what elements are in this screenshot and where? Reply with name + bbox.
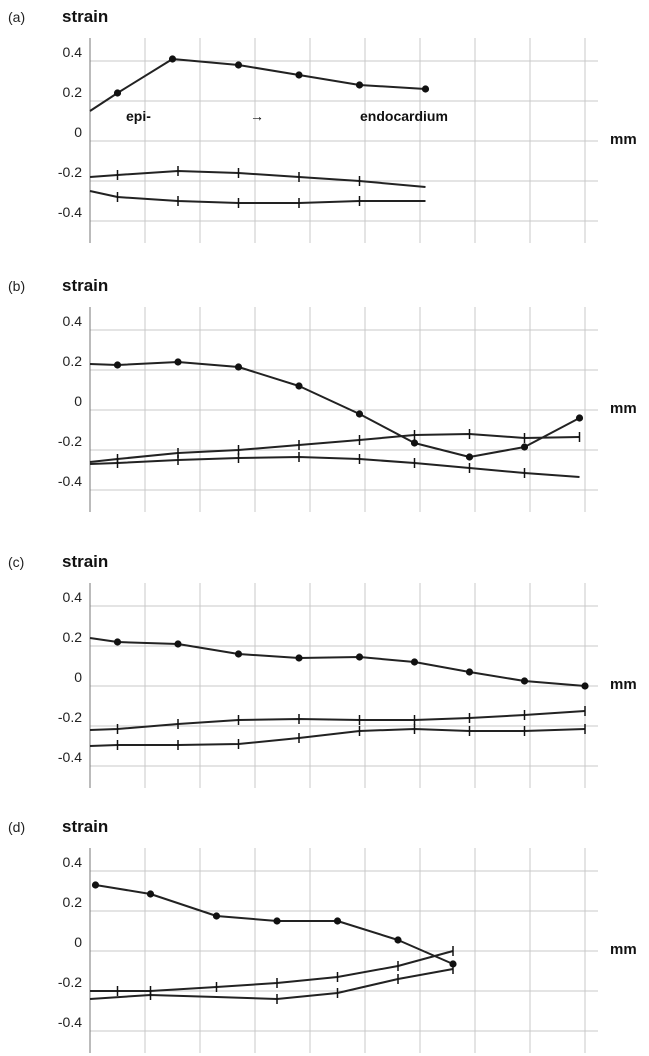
y-tick-label: 0.4 <box>63 44 83 60</box>
data-point <box>113 638 122 646</box>
data-point <box>394 936 402 944</box>
series-line-3 <box>89 728 586 747</box>
data-point <box>333 917 342 925</box>
panel-label: (d) <box>8 819 25 835</box>
series-line-3 <box>89 456 580 478</box>
data-point <box>113 89 122 97</box>
x-axis-label: mm <box>610 676 637 693</box>
data-point <box>91 881 100 889</box>
y-tick-label: -0.4 <box>58 749 82 765</box>
series-line-2 <box>89 710 586 731</box>
data-point <box>355 653 364 661</box>
y-tick-label: 0.4 <box>63 854 83 870</box>
x-axis-label: mm <box>610 400 637 417</box>
annotation: → <box>250 108 264 124</box>
y-tick-label: 0.4 <box>63 313 83 329</box>
data-point <box>355 81 364 89</box>
series-line-1 <box>89 361 580 458</box>
data-point <box>421 85 430 93</box>
series-line-2 <box>89 433 580 463</box>
data-point <box>295 654 303 662</box>
y-tick-label: 0.2 <box>63 894 83 910</box>
panel-label: (a) <box>8 9 25 25</box>
annotation: epi- <box>126 108 151 124</box>
data-point <box>174 640 182 648</box>
data-point <box>581 682 589 690</box>
y-tick-label: -0.2 <box>58 974 82 990</box>
y-tick-label: 0 <box>74 393 82 409</box>
y-tick-label: 0 <box>74 934 82 950</box>
y-tick-label: 0.4 <box>63 589 83 605</box>
chart-title: strain <box>62 552 108 571</box>
chart-title: strain <box>62 7 108 26</box>
series-line-1 <box>89 637 586 687</box>
panel-label: (b) <box>8 278 25 294</box>
y-tick-label: -0.4 <box>58 204 82 220</box>
data-point <box>355 410 364 418</box>
panel-b: (b) strain 0.4 0.2 0 -0.2 -0.4 mm <box>8 276 637 512</box>
y-tick-label: 0 <box>74 124 82 140</box>
panel-c: (c) strain 0.4 0.2 0 -0.2 -0.4 mm <box>8 552 637 788</box>
data-point <box>410 658 419 666</box>
y-tick-label: -0.4 <box>58 473 82 489</box>
y-tick-label: 0.2 <box>63 353 83 369</box>
data-point <box>575 414 584 422</box>
data-point <box>234 61 243 69</box>
y-tick-label: 0.2 <box>63 629 83 645</box>
data-point <box>168 55 177 63</box>
y-tick-label: -0.2 <box>58 433 82 449</box>
y-tick-label: 0.2 <box>63 84 83 100</box>
chart-title: strain <box>62 817 108 836</box>
data-point <box>212 912 221 920</box>
series-line-3 <box>89 190 426 204</box>
data-point <box>295 382 303 390</box>
data-point <box>273 917 281 925</box>
data-point <box>113 361 122 369</box>
annotation: endocardium <box>360 108 448 124</box>
data-point <box>234 363 243 371</box>
chart-title: strain <box>62 276 108 295</box>
data-point <box>146 890 155 898</box>
data-point <box>520 443 529 451</box>
panel-label: (c) <box>8 554 24 570</box>
y-tick-label: -0.4 <box>58 1014 82 1030</box>
data-point <box>295 71 303 79</box>
data-point <box>465 668 474 676</box>
data-point <box>520 677 529 685</box>
series-line-2 <box>89 170 426 188</box>
panel-a: (a) strain 0.4 0.2 0 -0.2 -0.4 mm epi- → endocardi… <box>8 7 637 243</box>
data-point <box>174 358 182 366</box>
panel-d: (d) strain 0.4 0.2 0 -0.2 -0.4 mm <box>8 817 637 1053</box>
y-tick-label: -0.2 <box>58 164 82 180</box>
x-axis-label: mm <box>610 131 637 148</box>
data-point <box>234 650 243 658</box>
y-tick-label: -0.2 <box>58 709 82 725</box>
data-point <box>410 439 419 447</box>
data-point <box>465 453 474 461</box>
series-line-1 <box>89 58 426 112</box>
series-line-2 <box>90 950 454 992</box>
y-tick-label: 0 <box>74 669 82 685</box>
x-axis-label: mm <box>610 941 637 958</box>
